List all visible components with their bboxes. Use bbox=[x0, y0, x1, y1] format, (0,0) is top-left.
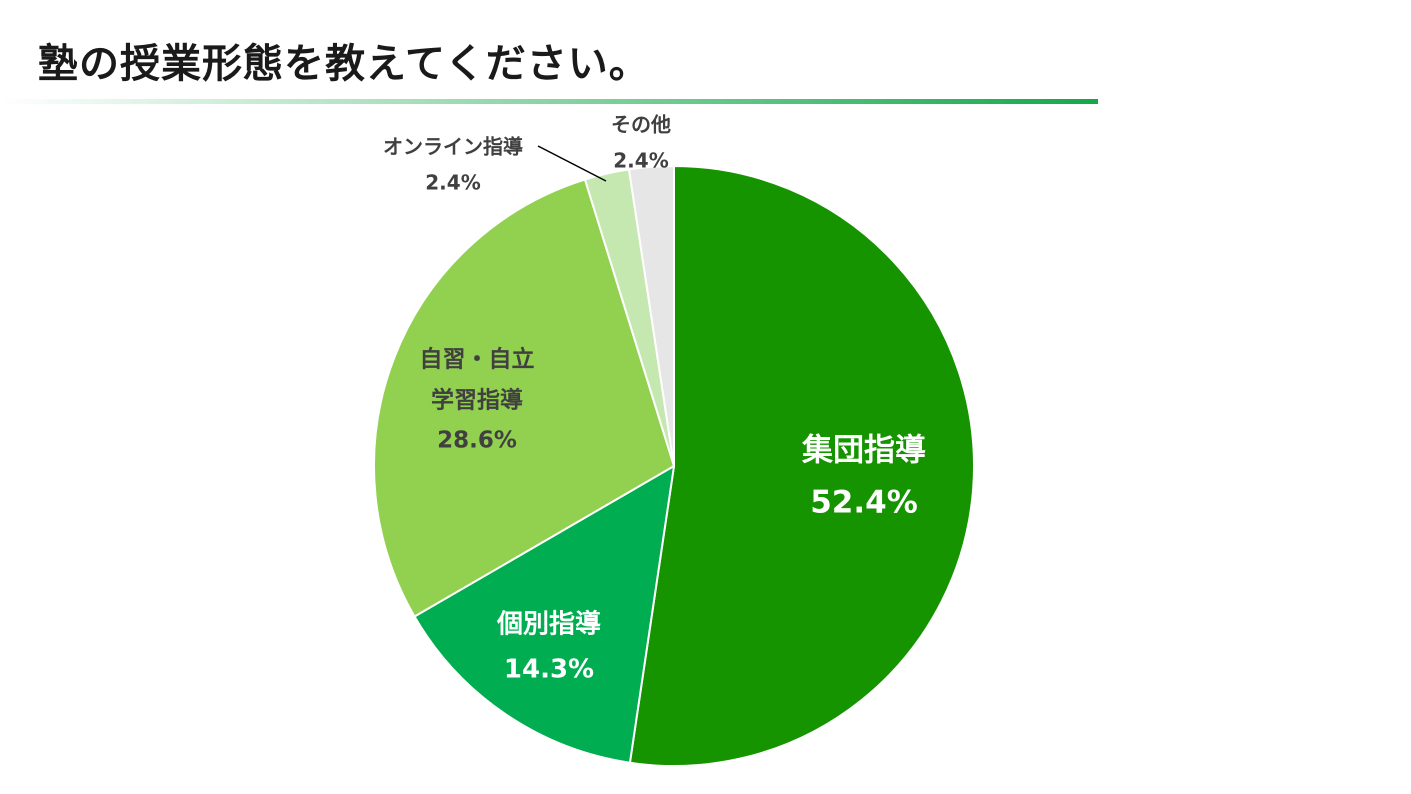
slice-value-label: 14.3% bbox=[504, 655, 594, 685]
pie-slices bbox=[373, 165, 976, 767]
slice-value-label: 52.4% bbox=[810, 485, 918, 521]
slice-label-group-0: 集団指導 52.4% bbox=[801, 433, 926, 521]
slice-value-label: 28.6% bbox=[437, 428, 517, 454]
pie-slice-2 bbox=[373, 178, 675, 618]
slice-value-label: 2.4% bbox=[425, 171, 480, 195]
leader-line bbox=[537, 145, 607, 182]
slice-label-group-4: その他 2.4% bbox=[611, 113, 671, 173]
slice-label-group-1: 個別指導 14.3% bbox=[496, 609, 601, 685]
slice-category-label: 個別指導 bbox=[496, 609, 601, 640]
page-title: 塾の授業形態を教えてください。 bbox=[38, 41, 650, 87]
slice-category-label: 学習指導 bbox=[431, 387, 523, 414]
slice-category-label: その他 bbox=[611, 113, 671, 137]
slice-category-label: オンライン指導 bbox=[383, 135, 523, 159]
title-underline-rule bbox=[0, 99, 1098, 104]
pie-slice-1 bbox=[413, 465, 675, 764]
slice-category-label: 自習・自立 bbox=[420, 346, 535, 373]
pie-slice-4 bbox=[627, 165, 675, 467]
slice-category-label: 集団指導 bbox=[801, 433, 926, 469]
pie-slice-0 bbox=[628, 165, 976, 767]
slice-value-label: 2.4% bbox=[613, 149, 668, 173]
slice-label-group-3: オンライン指導 2.4% bbox=[383, 135, 607, 195]
